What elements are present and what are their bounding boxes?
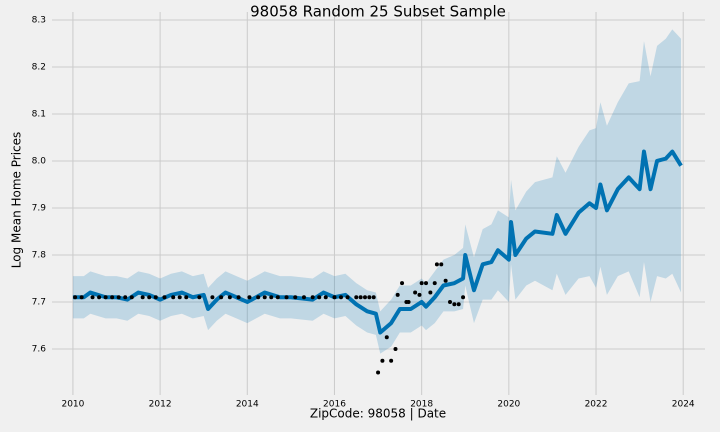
data-point xyxy=(339,295,344,300)
x-tick-label: 2010 xyxy=(61,400,84,410)
uncertainty-band xyxy=(72,29,682,354)
data-point xyxy=(210,295,215,300)
data-point xyxy=(376,370,381,375)
data-point xyxy=(184,295,189,300)
y-tick-label: 7.9 xyxy=(32,203,47,213)
x-tick-label: 2014 xyxy=(236,400,259,410)
data-point xyxy=(79,295,84,300)
data-point xyxy=(197,295,202,300)
data-point xyxy=(323,295,328,300)
data-point xyxy=(73,295,78,300)
data-point xyxy=(371,295,376,300)
data-point xyxy=(393,346,398,351)
data-point xyxy=(90,295,95,300)
data-point xyxy=(140,295,145,300)
data-point xyxy=(461,295,466,300)
x-tick-label: 2022 xyxy=(585,400,608,410)
data-point xyxy=(447,299,452,304)
data-point xyxy=(275,295,280,300)
data-point xyxy=(171,295,176,300)
data-point xyxy=(247,295,252,300)
y-tick-label: 7.8 xyxy=(32,250,47,260)
forecast-line xyxy=(72,149,683,335)
data-point xyxy=(110,295,115,300)
data-point xyxy=(406,299,411,304)
data-point xyxy=(452,302,457,307)
x-axis-label: ZipCode: 98058 | Date xyxy=(310,407,446,421)
data-point xyxy=(362,295,367,300)
x-tick-label: 2018 xyxy=(410,400,433,410)
data-point xyxy=(97,295,102,300)
data-point xyxy=(413,290,418,295)
data-point xyxy=(262,295,267,300)
x-tick-label: 2024 xyxy=(672,400,695,410)
chart-title: 98058 Random 25 Subset Sample xyxy=(250,3,506,21)
data-point xyxy=(380,358,385,363)
data-point xyxy=(103,295,108,300)
data-point xyxy=(358,295,363,300)
data-point xyxy=(424,281,429,286)
data-point xyxy=(310,295,315,300)
data-point xyxy=(400,281,405,286)
x-tick-label: 2020 xyxy=(497,400,520,410)
data-point xyxy=(153,295,158,300)
data-point xyxy=(332,295,337,300)
data-point xyxy=(147,295,152,300)
data-point xyxy=(301,295,306,300)
x-tick-label: 2012 xyxy=(149,400,172,410)
y-axis-label: Log Mean Home Prices xyxy=(10,132,24,269)
data-point xyxy=(367,295,372,300)
y-tick-label: 8.3 xyxy=(32,15,46,25)
data-point xyxy=(116,295,121,300)
y-tick-label: 8.1 xyxy=(32,109,46,119)
y-tick-label: 8.2 xyxy=(32,62,46,72)
data-point xyxy=(456,302,461,307)
y-tick-label: 7.7 xyxy=(32,297,46,307)
data-point xyxy=(417,292,422,297)
data-point xyxy=(434,262,439,267)
data-point xyxy=(177,295,182,300)
plot-area xyxy=(72,29,683,375)
data-point xyxy=(345,295,350,300)
data-point xyxy=(236,295,241,300)
data-point xyxy=(269,295,274,300)
data-point xyxy=(256,295,261,300)
data-point xyxy=(162,295,167,300)
data-point xyxy=(227,295,232,300)
data-point xyxy=(432,281,437,286)
data-point xyxy=(439,262,444,267)
data-point xyxy=(219,295,224,300)
data-point xyxy=(443,278,448,283)
data-point xyxy=(317,295,322,300)
x-tick-label: 2016 xyxy=(323,400,346,410)
data-point xyxy=(129,295,134,300)
data-point xyxy=(389,358,394,363)
data-point xyxy=(284,295,289,300)
data-point xyxy=(123,295,128,300)
data-point xyxy=(428,290,433,295)
data-point xyxy=(395,292,400,297)
data-point xyxy=(293,295,298,300)
data-point xyxy=(354,295,359,300)
data-point xyxy=(384,335,389,340)
y-tick-label: 7.6 xyxy=(32,344,47,354)
y-tick-label: 8.0 xyxy=(32,156,47,166)
data-point xyxy=(419,281,424,286)
